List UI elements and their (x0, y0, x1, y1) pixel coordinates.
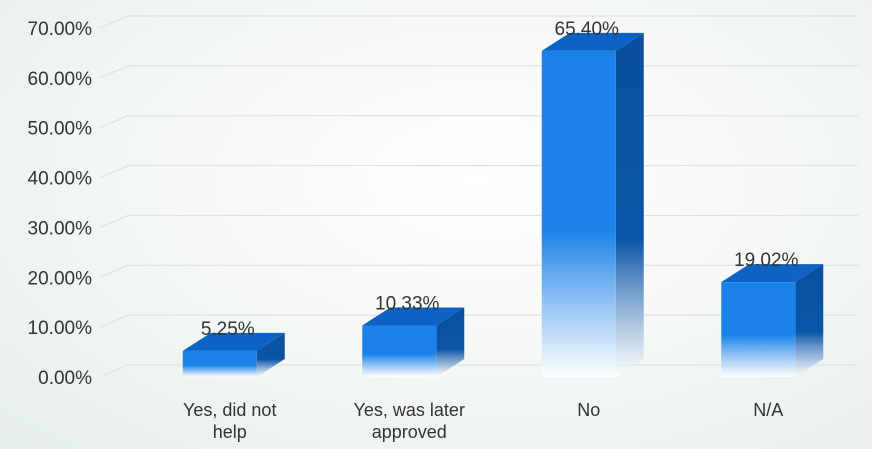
gridline (99, 214, 858, 228)
gridline (99, 115, 858, 129)
bar-side (795, 264, 824, 377)
bar-top (721, 264, 824, 283)
gridline (99, 164, 858, 179)
x-axis: Yes, did not help Yes, was later approved No… (183, 400, 783, 442)
bar-top (362, 307, 465, 326)
y-tick-label: 10.00% (28, 318, 93, 339)
bar (182, 332, 285, 377)
y-tick-label: 0.00% (38, 368, 92, 389)
y-tick-label: 40.00% (28, 169, 93, 190)
x-tick-label: No (577, 400, 600, 420)
y-axis: 0.00% 10.00% 20.00% 30.00% 40.00% 50.00% 60.00… (28, 19, 93, 389)
bar (541, 32, 644, 377)
x-tick-label: Yes, was later approved (354, 400, 465, 442)
data-label: 5.25% (201, 319, 255, 340)
y-tick-label: 70.00% (28, 19, 93, 40)
bar-front (182, 350, 257, 377)
bar-front (362, 325, 437, 377)
bar-side (256, 332, 285, 377)
bar (362, 307, 465, 377)
bar-side (615, 32, 644, 377)
x-tick-label: Yes, did not help (183, 400, 276, 442)
data-label: 10.33% (375, 293, 440, 314)
data-label: 19.02% (734, 250, 799, 271)
bar-front (721, 282, 796, 377)
bars: 5.25% 10.33% 65.40% 19.02% (182, 19, 824, 377)
gridlines (99, 15, 858, 378)
bar-front (541, 50, 616, 377)
bar-side (436, 307, 465, 377)
bar-top (541, 32, 644, 51)
gridline (99, 65, 858, 79)
y-tick-label: 60.00% (28, 69, 93, 90)
gridline (99, 15, 858, 29)
data-label: 65.40% (555, 19, 620, 40)
bar (721, 264, 824, 377)
bar-top (182, 332, 285, 351)
y-tick-label: 50.00% (28, 119, 93, 140)
y-tick-label: 30.00% (28, 218, 93, 239)
y-tick-label: 20.00% (28, 268, 93, 289)
x-tick-label: N/A (753, 400, 783, 420)
